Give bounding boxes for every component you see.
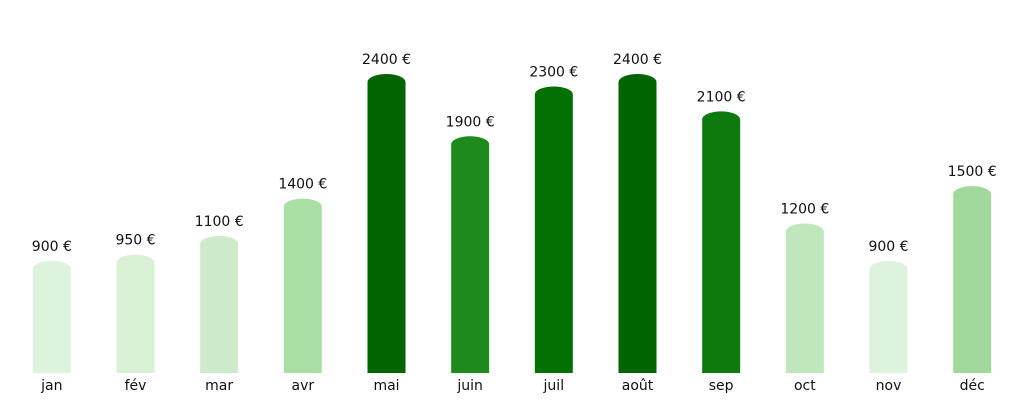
bar bbox=[283, 198, 322, 373]
bar bbox=[32, 260, 71, 373]
value-label: 1100 € bbox=[195, 214, 244, 230]
x-tick-label: déc bbox=[960, 378, 985, 394]
value-label: 900 € bbox=[868, 239, 908, 255]
bar bbox=[953, 186, 992, 373]
value-label: 1400 € bbox=[278, 177, 327, 193]
x-tick-label: sep bbox=[709, 378, 734, 394]
value-label: 950 € bbox=[115, 233, 155, 249]
x-tick-label: juin bbox=[456, 378, 483, 394]
value-label: 900 € bbox=[32, 239, 72, 255]
value-label: 2100 € bbox=[697, 89, 746, 105]
bar bbox=[702, 111, 741, 373]
bar bbox=[534, 86, 573, 373]
value-label: 1200 € bbox=[780, 202, 829, 218]
x-tick-label: août bbox=[622, 378, 654, 394]
x-tick-label: oct bbox=[794, 378, 816, 394]
x-tick-label: fév bbox=[125, 378, 147, 394]
x-tick-label: nov bbox=[876, 378, 902, 394]
bar bbox=[451, 136, 490, 373]
bar bbox=[618, 74, 657, 373]
x-tick-label: mar bbox=[205, 378, 233, 394]
bar bbox=[785, 223, 824, 373]
x-tick-label: mai bbox=[373, 378, 399, 394]
x-tick-label: avr bbox=[292, 378, 315, 394]
bar bbox=[116, 254, 155, 373]
value-label: 2400 € bbox=[362, 52, 411, 68]
value-label: 1900 € bbox=[446, 114, 495, 130]
bar bbox=[200, 235, 239, 373]
bar bbox=[869, 260, 908, 373]
x-tick-label: juil bbox=[543, 378, 565, 394]
value-label: 1500 € bbox=[948, 164, 997, 180]
value-label: 2300 € bbox=[529, 64, 578, 80]
x-tick-label: jan bbox=[40, 378, 62, 394]
bar bbox=[367, 74, 406, 373]
value-label: 2400 € bbox=[613, 52, 662, 68]
